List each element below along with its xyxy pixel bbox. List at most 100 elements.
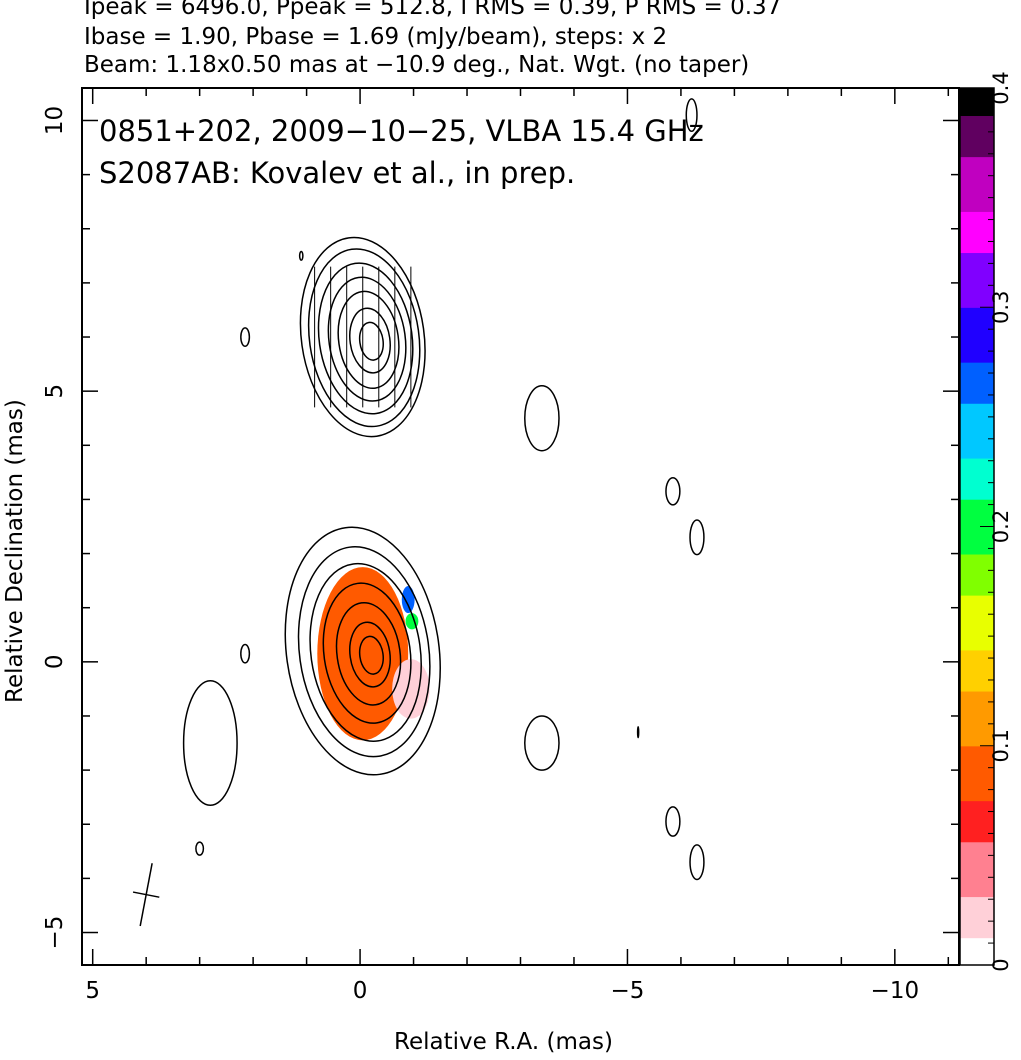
plot-frame	[81, 87, 960, 966]
noise-contour-5	[524, 384, 560, 452]
colorbar-tick-label: 0	[989, 958, 1013, 971]
colorbar-cell	[960, 197, 994, 212]
colorbar-cell	[960, 855, 994, 870]
colorbar-cell	[960, 526, 994, 541]
colorbar-cell	[960, 704, 994, 719]
colorbar-cell	[960, 334, 994, 349]
colorbar-cell	[960, 581, 994, 596]
colorbar-cell	[960, 266, 994, 281]
colorbar-cell	[960, 732, 994, 747]
colorbar-cell	[960, 238, 994, 254]
colorbar-cell	[960, 320, 994, 336]
core-contour-6	[284, 526, 441, 776]
noise-contour-11	[685, 98, 698, 133]
colorbar-cell	[960, 115, 994, 130]
colorbar-cell	[960, 553, 994, 569]
colorbar-cell	[960, 307, 994, 322]
colorbar-cell	[960, 211, 994, 226]
pol-patch-0	[317, 567, 409, 741]
core-contour-5	[297, 546, 431, 758]
x-tick-label: 0	[353, 978, 368, 1004]
colorbar-cell	[960, 937, 994, 952]
map-title: 0851+202, 2009−10−25, VLBA 15.4 GHz	[99, 114, 704, 148]
colorbar-cell	[960, 403, 994, 418]
noise-contour-4	[195, 841, 205, 856]
noise-contour-7	[665, 477, 681, 506]
colorbar-cell	[960, 375, 994, 391]
colorbar-cell	[960, 225, 994, 240]
noise-contour-0	[182, 680, 238, 807]
x-tick-label: −5	[610, 978, 644, 1004]
colorbar-tick-label: 0.4	[989, 71, 1013, 104]
colorbar: 0 0.1 0.2 0.3 0.4	[959, 71, 1013, 972]
colorbar-cell	[960, 759, 994, 774]
x-tick-label: −10	[871, 978, 920, 1004]
colorbar-tick-label: 0.3	[989, 291, 1013, 324]
colorbar-cell	[960, 869, 994, 884]
core-contour-2	[335, 601, 402, 706]
colorbar-tick-label: 0.1	[989, 729, 1013, 762]
colorbar-cell	[960, 814, 994, 829]
colorbar-cell	[960, 595, 994, 610]
colorbar-cell	[960, 882, 994, 898]
colorbar-cell	[960, 800, 994, 815]
colorbar-cell	[960, 649, 994, 665]
noise-contour-1	[240, 643, 251, 664]
colorbar-cell	[960, 471, 994, 486]
noise-contour-10	[689, 844, 705, 881]
knot-contour-0	[358, 321, 384, 361]
colorbar-cell	[960, 841, 994, 856]
colorbar-cell	[960, 540, 994, 555]
colorbar-cell	[960, 252, 994, 267]
colorbar-cell	[960, 88, 994, 103]
colorbar-cell	[960, 910, 994, 925]
colorbar-cell	[960, 293, 994, 308]
colorbar-cell	[960, 348, 994, 363]
header-line-2: Ibase = 1.90, Pbase = 1.69 (mJy/beam), s…	[84, 24, 668, 50]
y-axis-label: Relative Declination (mas)	[2, 399, 28, 703]
core-contour-0	[358, 635, 384, 675]
colorbar-tick-label: 0.2	[989, 510, 1013, 543]
core-contour-3	[322, 582, 412, 724]
noise-contour-12	[636, 726, 640, 739]
colorbar-cell	[960, 567, 994, 582]
colorbar-cell	[960, 389, 994, 404]
knot-contour-2	[337, 290, 400, 390]
colorbar-cell	[960, 896, 994, 911]
noise-contour-3	[298, 250, 304, 261]
colorbar-cell	[960, 457, 994, 473]
y-tick-label: 0	[42, 655, 68, 670]
colorbar-cell	[960, 923, 994, 939]
header-line-3: Beam: 1.18x0.50 mas at −10.9 deg., Nat. …	[84, 52, 750, 78]
colorbar-cell	[960, 101, 994, 117]
y-tick-label: 10	[42, 106, 68, 135]
colorbar-cell	[960, 444, 994, 459]
y-tick-label: −5	[42, 916, 68, 950]
knot-contour-1	[349, 307, 391, 374]
colorbar-cell	[960, 786, 994, 802]
knot-contour-3	[327, 276, 407, 402]
beam-minor-axis	[132, 891, 160, 898]
colorbar-cell	[960, 622, 994, 637]
pol-patch-2	[401, 586, 415, 614]
colorbar-cell	[960, 362, 994, 377]
colorbar-cell	[960, 608, 994, 624]
core-contour-4	[309, 562, 422, 742]
colorbar-cell	[960, 279, 994, 295]
colorbar-cell	[960, 690, 994, 706]
noise-contour-2	[240, 327, 251, 347]
colorbar-cell	[960, 827, 994, 843]
header-line-1: Ipeak = 6496.0, Ppeak = 512.8, I RMS = 0…	[84, 0, 782, 20]
knot-contour-4	[317, 262, 414, 415]
map-reference: S2087AB: Kovalev et al., in prep.	[99, 156, 575, 190]
colorbar-cell	[960, 142, 994, 158]
colorbar-cell	[960, 745, 994, 761]
colorbar-cell	[960, 636, 994, 651]
colorbar-cell	[960, 170, 994, 185]
x-tick-label: 5	[85, 978, 100, 1004]
noise-contour-8	[689, 519, 705, 556]
core-contour-1	[349, 621, 391, 688]
noise-contour-9	[665, 806, 681, 837]
knot-contour-5	[307, 248, 421, 428]
colorbar-cell	[960, 183, 994, 199]
